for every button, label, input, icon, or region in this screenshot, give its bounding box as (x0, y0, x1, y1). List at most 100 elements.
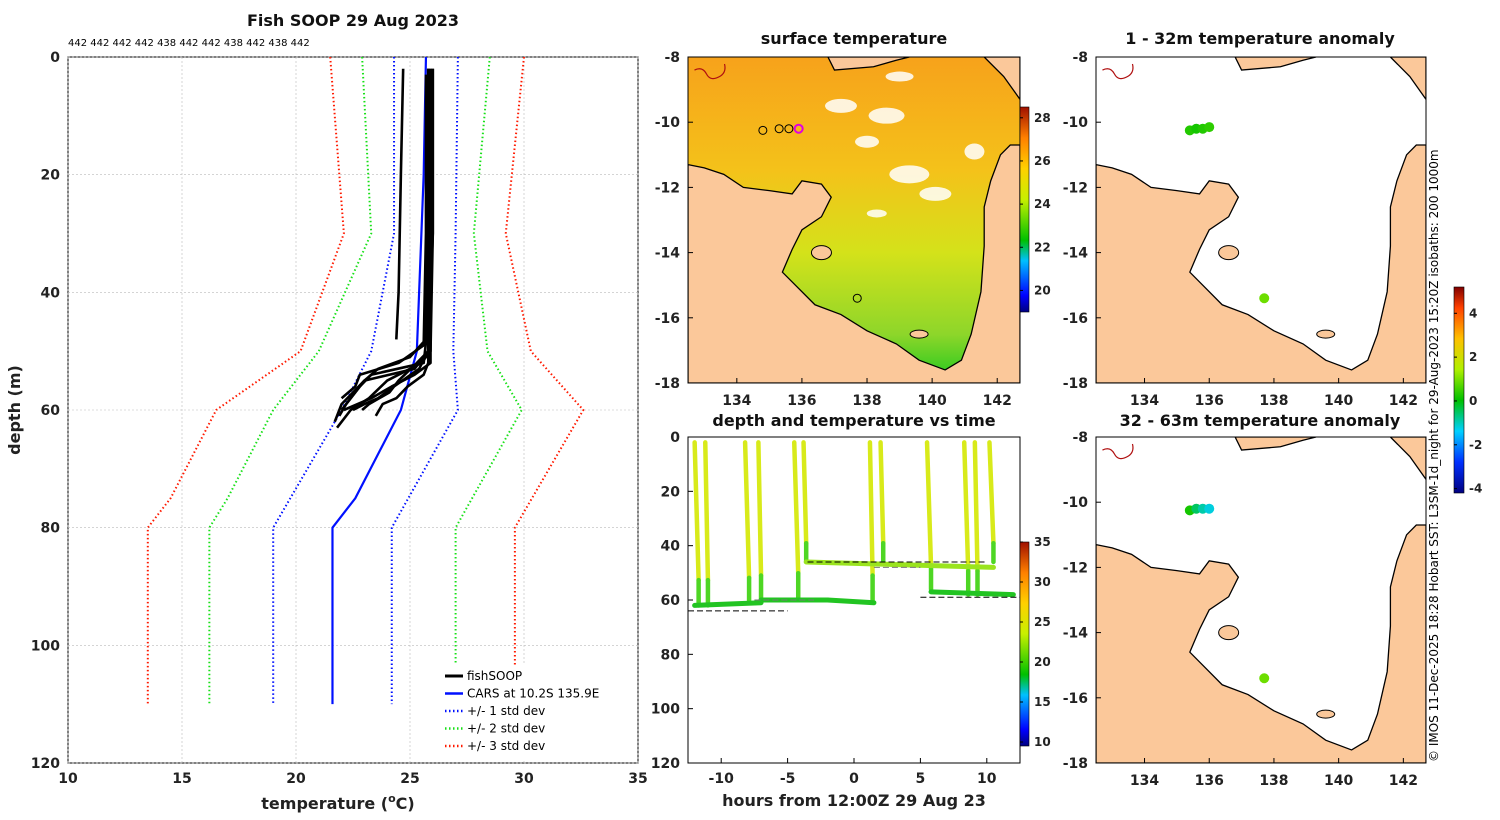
time-depth-colorbar-ticks: 35 30 25 20 15 10 (1020, 535, 1051, 749)
sst-map-panel: surface temperature 134 136 138 140 142 -8 -1… (655, 29, 1051, 409)
anomaly-point (1259, 673, 1270, 684)
sst-cloud-mask (824, 71, 985, 218)
map-x-tick-label: 138 (1259, 393, 1288, 409)
map-x-tick-label: 140 (1324, 773, 1353, 789)
profile-x-tick-label: 10 (58, 771, 78, 787)
profile-series-line (454, 57, 523, 705)
cloud-patch (824, 98, 857, 113)
profile-segment-upper (703, 440, 711, 583)
time-depth-x-label: hours from 12:00Z 29 Aug 23 (722, 791, 986, 810)
cloud-patch (866, 209, 887, 218)
time-y-tick-label: 60 (661, 593, 681, 609)
legend-box (440, 664, 635, 760)
anomaly-32-63-x-ticks: 134 136 138 140 142 (1130, 758, 1418, 789)
map-x-tick-label: 140 (1324, 393, 1353, 409)
time-y-tick-label: 100 (651, 702, 680, 718)
sst-map-title: surface temperature (761, 29, 948, 48)
isobath-line (1102, 63, 1134, 80)
fishsoop-cast-line (374, 74, 432, 417)
map-y-tick-label: -10 (655, 115, 681, 131)
island-mornington (1316, 709, 1336, 719)
time-colorbar-label: 25 (1034, 615, 1051, 629)
fishsoop-cast-line (352, 68, 430, 412)
time-y-tick-label: 0 (670, 430, 680, 446)
anomaly-32-63-points (1184, 503, 1270, 684)
profile-panel: Fish SOOP 29 Aug 2023 442 442 442 442 43… (5, 11, 648, 813)
map-x-tick-label: 142 (1389, 393, 1418, 409)
profile-y-tick-label: 0 (50, 50, 60, 66)
time-y-tick-label: 40 (661, 539, 681, 555)
map-y-tick-label: -8 (664, 50, 680, 66)
anomaly-1-32-x-ticks: 134 136 138 140 142 (1130, 378, 1418, 409)
map-y-tick-label: -12 (655, 180, 680, 196)
profile-series-line (504, 57, 585, 705)
profile-x-tick-label: 20 (286, 771, 306, 787)
time-depth-data (688, 440, 1020, 612)
fishsoop-cast-line (361, 68, 435, 411)
map-y-tick-label: -16 (655, 311, 680, 327)
coastline-australia (1096, 524, 1426, 763)
bottom-track (928, 589, 1016, 598)
anomaly-colorbar-label: 2 (1469, 350, 1477, 364)
sst-land (688, 57, 1020, 383)
profile-y-tick-label: 80 (41, 521, 61, 537)
sst-colorbar-label: 22 (1034, 240, 1051, 254)
sst-marker (758, 125, 768, 135)
profile-lines (146, 57, 585, 705)
profile-segment-upper (867, 440, 875, 578)
map-y-tick-label: -10 (1063, 115, 1089, 131)
coastline-australia (1096, 144, 1426, 383)
map-y-tick-label: -18 (655, 376, 680, 392)
map-y-tick-label: -18 (1063, 756, 1088, 772)
side-note: © IMOS 11-Dec-2025 18:28 Hobart SST: L3S… (1427, 149, 1441, 762)
coastline-new-guinea (827, 57, 910, 71)
anomaly-point (1204, 503, 1215, 514)
map-y-tick-label: -8 (1072, 430, 1088, 446)
profile-segment-upper (987, 440, 996, 546)
island-groote (1218, 625, 1240, 641)
time-y-tick-label: 20 (661, 484, 681, 500)
sst-marker (774, 124, 784, 134)
anomaly-1-32-y-ticks: -8 -10 -12 -14 -16 -18 (1063, 50, 1101, 392)
sst-colorbar-ticks: 20 22 24 26 28 (1020, 111, 1051, 297)
profile-x-ticks: 10 15 20 25 30 35 (58, 771, 647, 787)
map-y-tick-label: -12 (1063, 180, 1088, 196)
profile-segment-upper (742, 440, 752, 581)
map-y-tick-label: -14 (655, 246, 681, 262)
map-y-tick-label: -12 (1063, 560, 1088, 576)
profile-grid (67, 56, 639, 764)
profile-title: Fish SOOP 29 Aug 2023 (247, 11, 459, 30)
sst-marker (793, 123, 804, 134)
bottom-track (692, 600, 764, 608)
map-x-tick-label: 134 (1130, 393, 1159, 409)
cloud-patch (889, 165, 930, 184)
profile-segment-upper (878, 440, 886, 546)
sst-colorbar-label: 24 (1034, 197, 1051, 211)
profile-legend: fishSOOP CARS at 10.2S 135.9E +/- 1 std de… (440, 664, 635, 760)
bottom-track (824, 597, 877, 606)
time-colorbar-label: 20 (1034, 655, 1051, 669)
anomaly-32-63-frame (1095, 436, 1427, 764)
sst-markers (758, 123, 862, 303)
map-x-tick-label: 136 (1195, 773, 1224, 789)
time-depth-x-ticks: -10 -5 0 5 10 (709, 758, 997, 787)
profile-y-tick-label: 120 (31, 756, 60, 772)
island-groote (1218, 245, 1240, 261)
time-colorbar-label: 10 (1034, 735, 1051, 749)
profile-series-line (146, 57, 345, 705)
coastline-new-guinea-east (1389, 437, 1426, 481)
sst-y-ticks: -8 -10 -12 -14 -16 -18 (655, 50, 693, 392)
map-y-tick-label: -16 (1063, 691, 1088, 707)
anomaly-colorbar (1453, 286, 1465, 494)
time-colorbar-label: 15 (1034, 695, 1051, 709)
map-y-tick-label: -18 (1063, 376, 1088, 392)
anomaly-32-63-y-ticks: -8 -10 -12 -14 -16 -18 (1063, 430, 1101, 772)
profile-segment-upper (972, 440, 980, 574)
map-y-tick-label: -14 (1063, 246, 1089, 262)
legend-label: +/- 2 std dev (467, 722, 545, 736)
anomaly-1-32-frame (1095, 56, 1427, 384)
anomaly-1-32-points (1184, 122, 1270, 304)
anomaly-colorbar-ticks: 4 2 0 -2 -4 (1454, 306, 1482, 496)
sst-colorbar-label: 26 (1034, 154, 1051, 168)
map-x-tick-label: 138 (1259, 773, 1288, 789)
